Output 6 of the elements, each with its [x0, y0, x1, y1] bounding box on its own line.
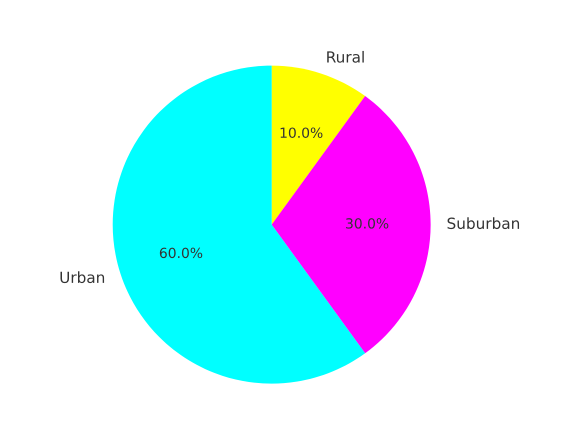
data-label: 10.0% [280, 127, 322, 138]
slice-label: Urban [60, 271, 104, 284]
data-label: 30.0% [346, 218, 388, 229]
slice-label: Rural [327, 50, 364, 63]
slice-label: Suburban [448, 217, 520, 230]
data-label: 60.0% [160, 248, 202, 258]
